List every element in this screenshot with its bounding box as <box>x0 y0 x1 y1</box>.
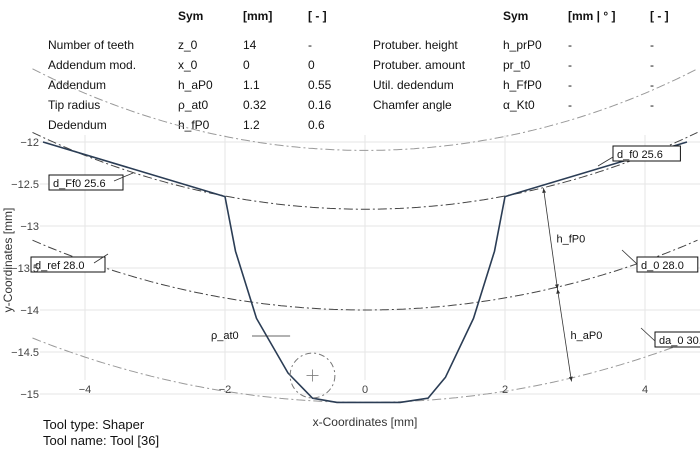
x-tick-label: 0 <box>362 384 368 396</box>
y-tick-label: −12.5 <box>11 179 39 191</box>
y-tick-label: −14.5 <box>11 347 39 359</box>
y-tick-label: −15 <box>20 389 39 401</box>
d-ff0-box <box>48 174 124 191</box>
d-f0-leader <box>597 156 614 167</box>
dimension-arrow <box>554 284 559 289</box>
param-rel: 0.55 <box>308 78 332 92</box>
d-0-leader <box>621 249 638 265</box>
param-rel: - <box>308 38 312 52</box>
da-0-label: da_0 30.2 <box>659 335 700 347</box>
d_Ff0-circle <box>32 131 698 210</box>
param-mm: 1.2 <box>243 118 260 132</box>
param-rel: - <box>650 98 654 112</box>
param-rel: 0.16 <box>308 98 332 112</box>
y-tick-label: −13.5 <box>11 263 39 275</box>
param-label: Number of teeth <box>48 38 135 52</box>
param-label: Chamfer angle <box>373 98 452 112</box>
dimension-label: h_aP0 <box>571 330 603 342</box>
param-label: Tip radius <box>48 98 101 112</box>
param-rel: - <box>650 78 654 92</box>
param-label: Addendum <box>48 78 107 92</box>
param-sym: h_prP0 <box>503 38 542 52</box>
parameter-table: Sym [mm] [ - ] Sym [mm | ° ] [ - ] Numbe… <box>0 0 700 135</box>
d-ref-label: d_ref 28.0 <box>35 260 85 272</box>
param-mm: 14 <box>243 38 257 52</box>
tool-info: Tool type: Shaper Tool name: Tool [36] <box>43 417 159 449</box>
param-sym: α_Kt0 <box>503 98 535 112</box>
param-sym: h_fP0 <box>178 118 210 132</box>
annotations: d_Ff0 25.6 d_f0 25.6 d_ref 28.0 d_0 28.0 da_… <box>30 145 700 399</box>
param-rel: 0 <box>308 58 315 72</box>
param-sym: pr_t0 <box>503 58 531 72</box>
param-sym: h_FfP0 <box>503 78 542 92</box>
left-header-sym: Sym <box>178 9 204 23</box>
profile-curve <box>42 141 688 404</box>
param-rel: - <box>650 38 654 52</box>
dimension-line <box>543 188 558 290</box>
x-tick-label: 2 <box>502 384 508 396</box>
d-0-box <box>636 256 699 273</box>
d_ref-circle <box>32 239 698 311</box>
param-rel: - <box>650 58 654 72</box>
x-tick-label: −2 <box>219 384 232 396</box>
x-tick-label: −4 <box>79 384 92 396</box>
tool-profile <box>42 141 688 404</box>
d-ref-leader <box>93 253 109 264</box>
d-f0-box <box>612 145 681 162</box>
param-sym: x_0 <box>178 58 198 72</box>
tip-radius-label: ρ_at0 <box>211 330 239 342</box>
dimension-arrow <box>542 188 547 194</box>
param-mm: - <box>568 78 572 92</box>
d-0-label: d_0 28.0 <box>641 260 684 272</box>
param-sym: z_0 <box>178 38 198 52</box>
param-mm: - <box>568 58 572 72</box>
param-label: Protuber. height <box>373 38 458 52</box>
param-rel: 0.6 <box>308 118 325 132</box>
dimension-arrow <box>568 376 573 382</box>
right-header-rel: [ - ] <box>650 9 669 23</box>
x-tick-label: 4 <box>642 384 648 396</box>
outer-circle <box>32 68 698 151</box>
da-0-box <box>654 331 700 348</box>
param-sym: h_aP0 <box>178 78 213 92</box>
param-label: Addendum mod. <box>48 58 137 72</box>
axis-ticks: −4 −2 0 2 4 −12 −12.5 −13 −13.5 −14 −14.5 −15 <box>11 137 648 401</box>
d-ff0-leader <box>113 172 134 182</box>
param-label: Dedendum <box>48 118 107 132</box>
left-header-rel: [ - ] <box>308 9 327 23</box>
param-mm: 0 <box>243 58 250 72</box>
param-mm: 0.32 <box>243 98 267 112</box>
dimension-label: h_fP0 <box>557 234 586 246</box>
param-sym: ρ_at0 <box>178 98 209 112</box>
tool-type: Tool type: Shaper <box>43 417 145 432</box>
grid <box>40 135 700 395</box>
y-tick-label: −14 <box>20 305 39 317</box>
dimension-line <box>557 288 572 382</box>
right-header-sym: Sym <box>503 9 529 23</box>
param-mm: 1.1 <box>243 78 260 92</box>
param-mm: - <box>568 38 572 52</box>
left-header-unit: [mm] <box>243 9 273 23</box>
y-tick-label: −12 <box>20 137 39 149</box>
da-0-leader <box>640 327 656 342</box>
d-ff0-label: d_Ff0 25.6 <box>53 178 106 190</box>
param-label: Util. dedendum <box>373 78 454 92</box>
y-tick-label: −13 <box>20 221 39 233</box>
y-axis-label: y-Coordinates [mm] <box>1 208 15 313</box>
dimension-arrow <box>556 289 561 294</box>
tool-name: Tool name: Tool [36] <box>43 433 160 448</box>
x-axis-label: x-Coordinates [mm] <box>313 415 418 429</box>
d-f0-label: d_f0 25.6 <box>617 149 663 161</box>
param-label: Protuber. amount <box>373 58 466 72</box>
d-ref-box <box>30 256 106 273</box>
tip-radius-circle <box>289 352 336 399</box>
param-mm: - <box>568 98 572 112</box>
right-header-unit: [mm | ° ] <box>568 9 616 23</box>
